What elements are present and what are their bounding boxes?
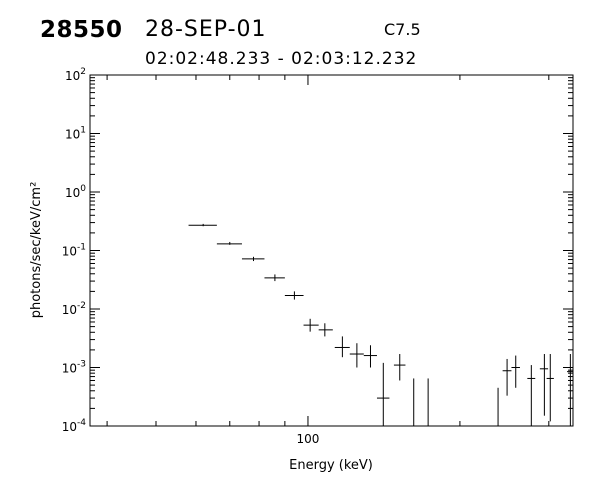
data-points [188, 223, 573, 427]
data-point [393, 354, 406, 381]
x-tick-label: 100 [297, 432, 320, 446]
y-axis-label: photons/sec/keV/cm² [29, 182, 44, 319]
data-point [539, 354, 549, 416]
data-point [303, 318, 319, 332]
data-point [334, 336, 350, 358]
data-point [363, 345, 377, 368]
data-point [502, 358, 512, 396]
data-point [284, 291, 304, 300]
data-point [241, 256, 265, 262]
y-tick-label: 10-3 [62, 360, 86, 376]
data-point [527, 365, 536, 426]
event-date: 28-SEP-01 [145, 17, 267, 42]
data-point [216, 241, 242, 245]
data-point [546, 354, 554, 422]
y-tick-label: 10-4 [62, 418, 87, 434]
axis-ticks [90, 74, 573, 427]
event-id: 28550 [40, 17, 123, 43]
y-tick-label: 101 [65, 126, 86, 142]
data-point [188, 223, 217, 227]
plot-frame [89, 74, 574, 427]
data-point [264, 274, 285, 282]
data-point [511, 355, 520, 388]
y-tick-label: 102 [65, 67, 86, 83]
data-point [567, 354, 573, 426]
data-point [409, 378, 418, 427]
time-range: 02:02:48.233 - 02:03:12.232 [145, 49, 418, 69]
data-point [349, 343, 364, 368]
y-tick-label: 10-1 [62, 243, 86, 259]
y-tick-label: 10-2 [62, 301, 86, 317]
axis-tick-labels: 102 101 100 10-1 10-2 10-3 10-4 100 [62, 67, 320, 446]
data-point [496, 387, 500, 427]
data-point [318, 323, 333, 337]
x-axis-label: Energy (keV) [289, 458, 373, 473]
y-tick-label: 100 [65, 184, 86, 200]
data-point [376, 362, 390, 426]
goes-class: C7.5 [384, 20, 421, 39]
data-point [424, 378, 432, 427]
